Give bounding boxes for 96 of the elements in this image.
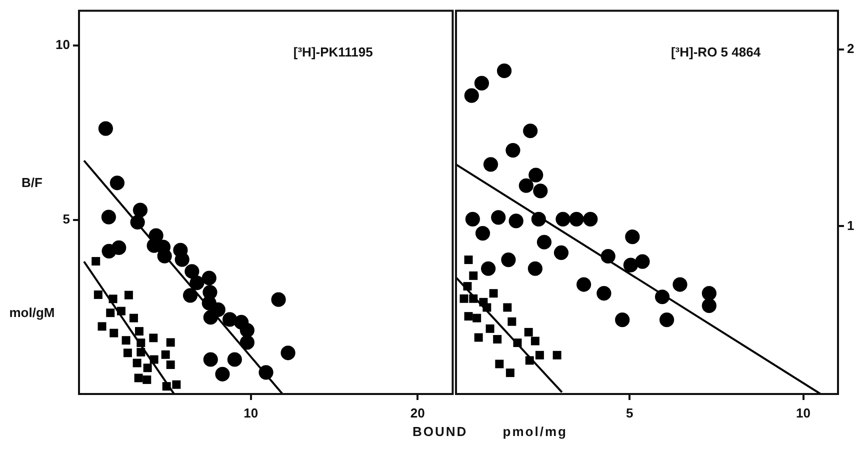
point (523, 124, 538, 138)
x-axis-title: BOUND pmol/mg (412, 424, 568, 439)
point (554, 245, 569, 260)
point (136, 348, 146, 356)
point (583, 212, 598, 226)
point (184, 264, 200, 279)
point (469, 271, 478, 280)
point (106, 308, 115, 318)
point (530, 336, 540, 346)
point (240, 322, 254, 338)
point (132, 202, 148, 218)
point (132, 358, 142, 368)
point (110, 328, 118, 338)
point (110, 176, 125, 190)
point (134, 327, 144, 336)
point (94, 290, 102, 299)
point (552, 350, 562, 360)
text: [³H]-PK11195 (293, 44, 373, 60)
point (215, 366, 230, 382)
point (464, 256, 473, 264)
point (280, 346, 296, 360)
point (672, 277, 688, 292)
point (122, 336, 130, 345)
text: [³H]-RO 5 4864 (670, 44, 762, 60)
point (528, 168, 544, 182)
point (92, 257, 100, 266)
point (172, 380, 181, 389)
point (98, 322, 106, 331)
point (486, 324, 494, 333)
point (501, 252, 516, 268)
point (240, 335, 254, 350)
point (615, 312, 630, 328)
point (506, 143, 520, 158)
point (143, 364, 152, 372)
x-tick-label: 5 (626, 405, 634, 420)
point (474, 76, 489, 90)
point (506, 368, 514, 378)
point (474, 333, 483, 342)
point (202, 270, 216, 286)
point (227, 352, 242, 367)
point (489, 289, 498, 298)
point (576, 277, 592, 292)
point (161, 350, 170, 359)
point (271, 292, 286, 307)
x-tick-label: 20 (410, 405, 425, 420)
point (483, 157, 498, 172)
point (134, 374, 143, 382)
point (174, 252, 190, 267)
point (475, 226, 490, 241)
point (623, 258, 638, 272)
point (533, 184, 548, 198)
point (182, 288, 198, 303)
point (464, 88, 479, 103)
point (535, 350, 544, 360)
point (518, 178, 534, 193)
point (98, 121, 113, 136)
point (124, 290, 133, 300)
y2-tick-label: 2 (847, 41, 854, 56)
point (508, 214, 524, 228)
point (496, 64, 512, 78)
point (166, 360, 175, 369)
point (472, 314, 482, 322)
x-tick-label: 10 (796, 405, 811, 420)
point (635, 254, 650, 269)
point (101, 210, 116, 224)
point (569, 212, 584, 226)
point (460, 294, 468, 303)
point (524, 328, 533, 336)
point (625, 230, 640, 244)
point (465, 212, 480, 226)
point (495, 360, 504, 368)
y2-tick-label: 1 (847, 218, 854, 233)
point (222, 312, 238, 327)
point (493, 335, 502, 344)
point (556, 212, 570, 226)
point (508, 317, 516, 326)
point (190, 276, 204, 290)
x-tick-label: 10 (244, 405, 258, 420)
point (503, 303, 512, 312)
point (166, 338, 175, 347)
point (480, 261, 496, 276)
point (149, 334, 158, 342)
point (142, 375, 152, 384)
text: B/F mol/gM (9, 175, 55, 320)
point (123, 348, 132, 358)
point (702, 298, 716, 314)
point (528, 261, 542, 276)
point (536, 234, 552, 250)
point (112, 240, 126, 255)
point (203, 352, 218, 367)
point (491, 210, 506, 225)
point (596, 286, 612, 301)
point (129, 314, 138, 322)
point (702, 286, 716, 301)
point (659, 312, 674, 328)
point (464, 312, 473, 321)
